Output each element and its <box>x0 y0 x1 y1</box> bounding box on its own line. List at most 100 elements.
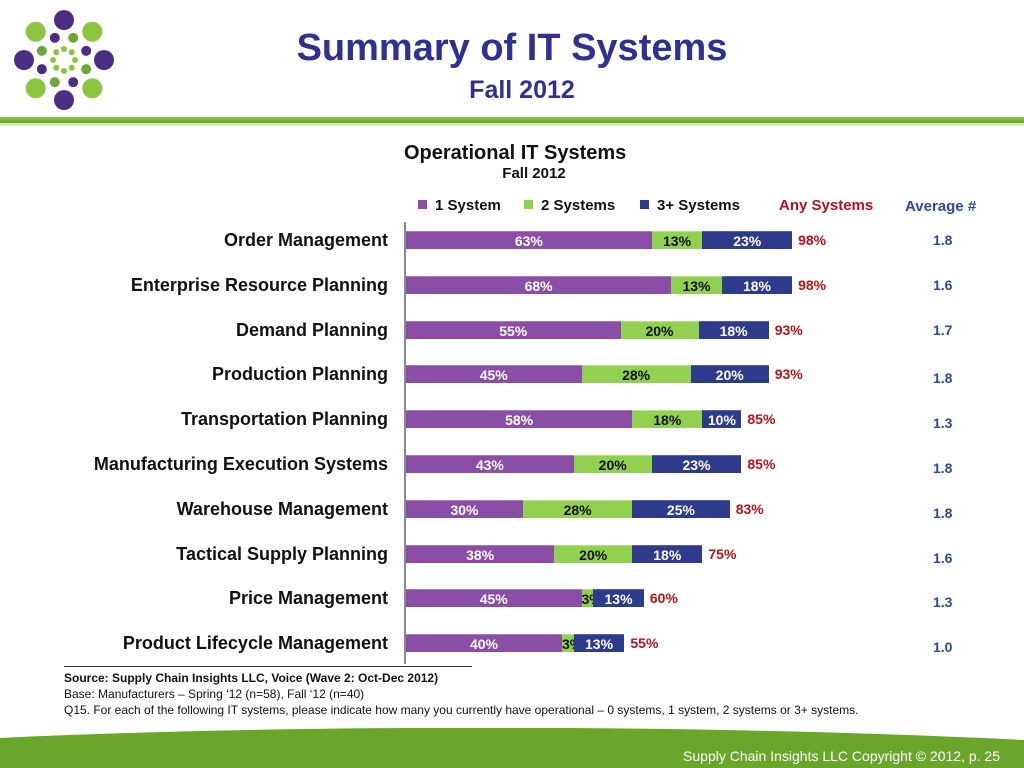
header-divider <box>0 117 1024 123</box>
logo-mid-dot <box>36 64 47 75</box>
slide-title: Summary of IT Systems <box>296 27 728 69</box>
logo-outer-dot <box>25 78 46 99</box>
any-systems-value-warehouse-management: 83% <box>735 501 764 517</box>
legend-item-1-system: 1 System <box>418 196 501 216</box>
bar-1-system-order-management: 63% <box>406 231 652 249</box>
category-axis-line <box>404 222 406 664</box>
base-note: Base: Manufacturers – Spring ‘12 (n=58),… <box>64 687 365 701</box>
bar-2-systems-enterprise-resource-planning: 13% <box>671 276 722 294</box>
average-value-order-management: 1.8 <box>933 232 953 248</box>
logo-mid-dot <box>68 32 79 43</box>
question-note: Q15. For each of the following IT system… <box>64 703 859 717</box>
average-value-tactical-supply-planning: 1.6 <box>933 550 953 566</box>
bar-3-systems-production-planning: 20% <box>690 365 769 383</box>
category-label-manufacturing-execution-systems: Manufacturing Execution Systems <box>93 454 388 474</box>
bar-2-systems-transportation-planning: 18% <box>632 410 703 428</box>
category-label-tactical-supply-planning: Tactical Supply Planning <box>176 544 388 564</box>
category-label-production-planning: Production Planning <box>212 364 388 384</box>
any-systems-value-enterprise-resource-planning: 98% <box>798 277 827 293</box>
logo-outer-dot <box>82 78 103 99</box>
legend-label-1-system: 1 System <box>435 197 501 214</box>
legend-label-3plus-systems: 3+ Systems <box>657 197 740 214</box>
bar-3-systems-enterprise-resource-planning: 18% <box>721 276 793 294</box>
slide-subtitle: Fall 2012 <box>469 76 575 104</box>
bar-3-systems-warehouse-management: 25% <box>632 500 730 518</box>
legend-swatch-2-systems <box>524 200 533 210</box>
bar-3-systems-demand-planning: 18% <box>698 321 769 339</box>
source-note: Source: Supply Chain Insights LLC, Voice… <box>64 671 439 685</box>
bar-1-system-production-planning: 45% <box>406 365 582 383</box>
bar-2-systems-manufacturing-execution-systems: 20% <box>573 455 652 473</box>
bar-3-systems-tactical-supply-planning: 18% <box>632 545 703 563</box>
bar-2-systems-product-lifecycle-management: 3% <box>562 634 583 652</box>
logo-outer-dot <box>25 21 46 42</box>
average-value-demand-planning: 1.7 <box>933 322 953 338</box>
copyright-text: Supply Chain Insights LLC Copyright © 20… <box>683 748 1000 764</box>
logo-inner-dot <box>68 49 75 56</box>
logo-outer-dot <box>54 10 74 30</box>
legend-item-2-systems: 2 Systems <box>524 196 615 216</box>
legend-label-2-systems: 2 Systems <box>541 197 616 214</box>
bar-3-systems-price-management: 13% <box>593 589 644 607</box>
any-systems-value-product-lifecycle-management: 55% <box>630 635 659 651</box>
average-value-production-planning: 1.8 <box>933 370 953 386</box>
footer-band <box>0 728 1024 768</box>
category-label-product-lifecycle-management: Product Lifecycle Management <box>122 633 388 653</box>
category-label-price-management: Price Management <box>228 588 388 608</box>
logo-mid-dot <box>68 77 79 88</box>
bar-1-system-manufacturing-execution-systems: 43% <box>406 455 574 473</box>
source-divider <box>64 666 472 667</box>
any-systems-value-price-management: 60% <box>649 590 678 606</box>
logo-inner-dot <box>72 57 78 63</box>
category-label-order-management: Order Management <box>223 230 388 250</box>
legend-swatch-1-system <box>418 200 427 210</box>
bar-2-systems-price-management: 3% <box>581 589 602 607</box>
logo-outer-dot <box>54 90 74 110</box>
bar-2-systems-tactical-supply-planning: 20% <box>554 545 633 563</box>
average-header: Average # <box>905 198 977 215</box>
any-systems-value-transportation-planning: 85% <box>747 411 776 427</box>
header-divider-shadow <box>0 123 1024 126</box>
category-label-demand-planning: Demand Planning <box>235 320 388 340</box>
logo-inner-dot <box>53 64 60 71</box>
average-value-warehouse-management: 1.8 <box>933 505 953 521</box>
bar-1-system-enterprise-resource-planning: 68% <box>406 276 672 294</box>
bar-2-systems-production-planning: 28% <box>581 365 691 383</box>
bar-3-systems-manufacturing-execution-systems: 23% <box>651 455 742 473</box>
logo-inner-dot <box>68 64 75 71</box>
any-systems-value-manufacturing-execution-systems: 85% <box>747 456 776 472</box>
logo-inner-dot <box>50 57 56 63</box>
chart-title: Operational IT Systems <box>404 142 627 164</box>
legend-swatch-3plus-systems <box>640 200 649 210</box>
logo-outer-dot <box>94 50 114 70</box>
category-label-transportation-planning: Transportation Planning <box>180 409 388 429</box>
logo-inner-dot <box>61 68 67 74</box>
average-value-manufacturing-execution-systems: 1.8 <box>933 460 953 476</box>
logo-inner-dot <box>53 49 60 56</box>
logo-mid-dot <box>81 64 92 75</box>
bar-1-system-demand-planning: 55% <box>406 321 621 339</box>
bar-2-systems-demand-planning: 20% <box>620 321 699 339</box>
any-systems-value-production-planning: 93% <box>774 366 803 382</box>
bar-1-system-price-management: 45% <box>406 589 582 607</box>
chart-subtitle: Fall 2012 <box>502 165 566 182</box>
bar-2-systems-warehouse-management: 28% <box>523 500 633 518</box>
bar-3-systems-order-management: 23% <box>702 231 793 249</box>
category-label-warehouse-management: Warehouse Management <box>176 499 388 519</box>
any-systems-header: Any Systems <box>779 197 874 214</box>
any-systems-value-demand-planning: 93% <box>774 322 803 338</box>
logo-mid-dot <box>81 45 92 56</box>
average-value-enterprise-resource-planning: 1.6 <box>933 277 953 293</box>
bar-1-system-warehouse-management: 30% <box>406 500 523 518</box>
any-systems-value-tactical-supply-planning: 75% <box>708 546 737 562</box>
logo-outer-dot <box>14 50 34 70</box>
bar-2-systems-order-management: 13% <box>651 231 703 249</box>
average-value-product-lifecycle-management: 1.0 <box>933 639 953 655</box>
average-value-transportation-planning: 1.3 <box>933 415 953 431</box>
logo-mid-dot <box>49 77 60 88</box>
bar-3-systems-product-lifecycle-management: 13% <box>573 634 625 652</box>
logo-mid-dot <box>49 32 60 43</box>
bar-1-system-transportation-planning: 58% <box>406 410 633 428</box>
bar-3-systems-transportation-planning: 10% <box>702 410 742 428</box>
logo-mid-dot <box>36 45 47 56</box>
